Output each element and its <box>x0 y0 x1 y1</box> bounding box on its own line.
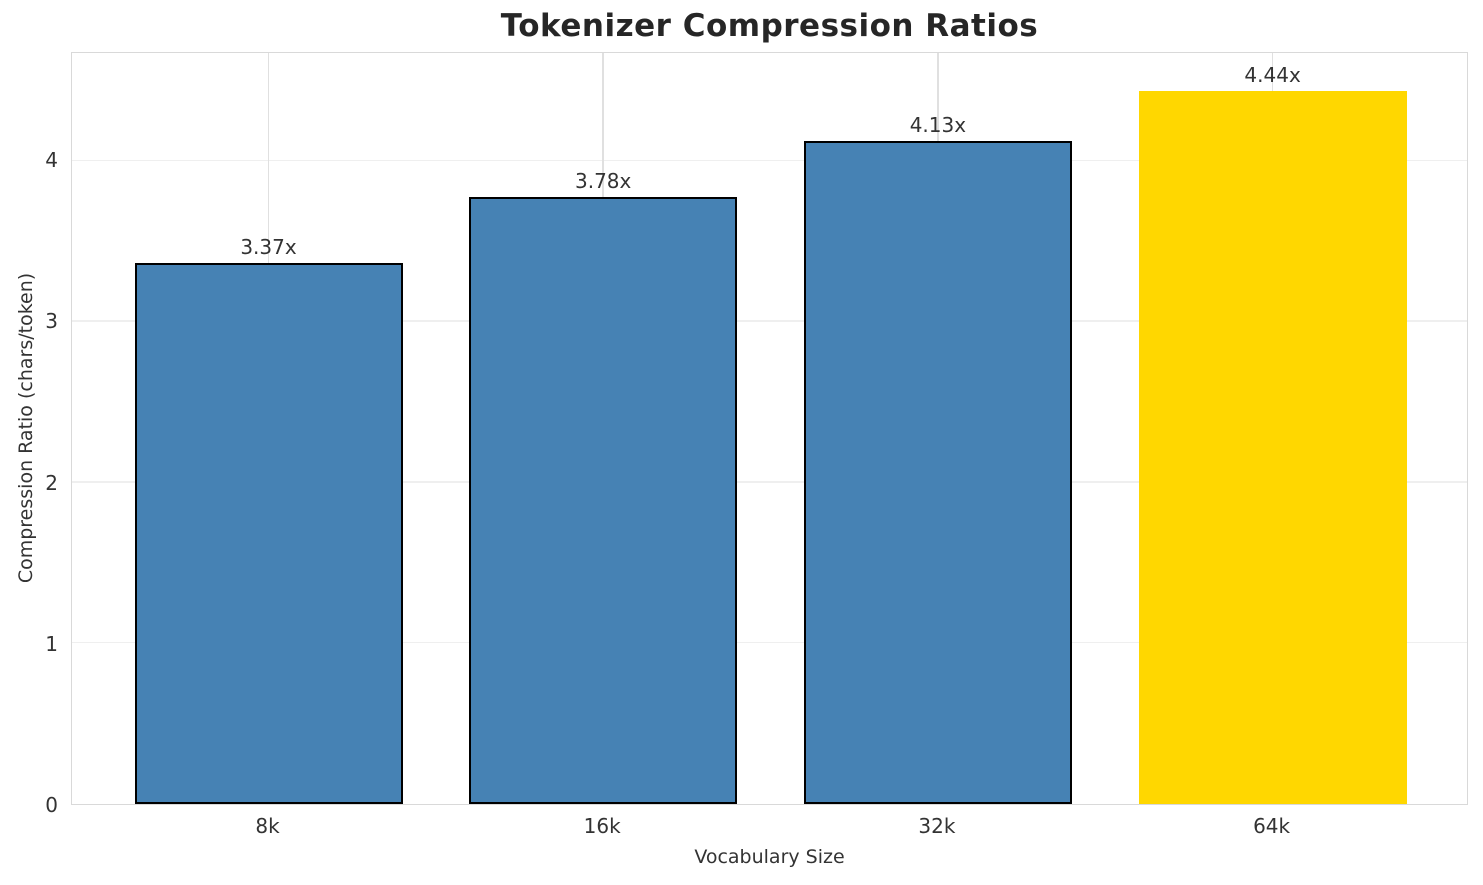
y-tick-label: 1 <box>45 631 58 656</box>
y-tick-label: 2 <box>45 470 58 495</box>
h-gridline <box>72 641 1467 644</box>
chart-title: Tokenizer Compression Ratios <box>500 8 1039 44</box>
bar-value-label: 4.44x <box>1244 62 1301 87</box>
y-tick-label: 3 <box>45 309 58 334</box>
h-gridline <box>72 481 1467 483</box>
x-axis-ticks: 8k 16k 32k 64k <box>71 814 1468 844</box>
bar-64k <box>1138 90 1407 804</box>
bar-value-label: 3.37x <box>240 234 297 259</box>
x-tick-label: 16k <box>583 814 621 838</box>
h-gridline <box>72 159 1467 162</box>
bar-value-label: 4.13x <box>909 112 967 137</box>
bar-8k <box>134 262 403 804</box>
bar-16k <box>469 196 738 804</box>
y-tick-label: 4 <box>45 148 58 173</box>
y-tick-label: 0 <box>45 793 58 817</box>
h-gridline <box>72 320 1467 322</box>
x-tick-label: 8k <box>255 814 280 838</box>
x-tick-label: 64k <box>1253 814 1291 838</box>
x-tick-label: 32k <box>918 814 956 838</box>
bar-32k <box>803 140 1072 804</box>
bar-value-label: 3.78x <box>575 168 632 193</box>
plot-area: 3.37x 3.78x 4.13x 4.44x <box>71 52 1468 805</box>
x-axis-label: Vocabulary Size <box>694 846 845 868</box>
y-axis-ticks: 0 1 2 3 4 <box>0 52 58 817</box>
